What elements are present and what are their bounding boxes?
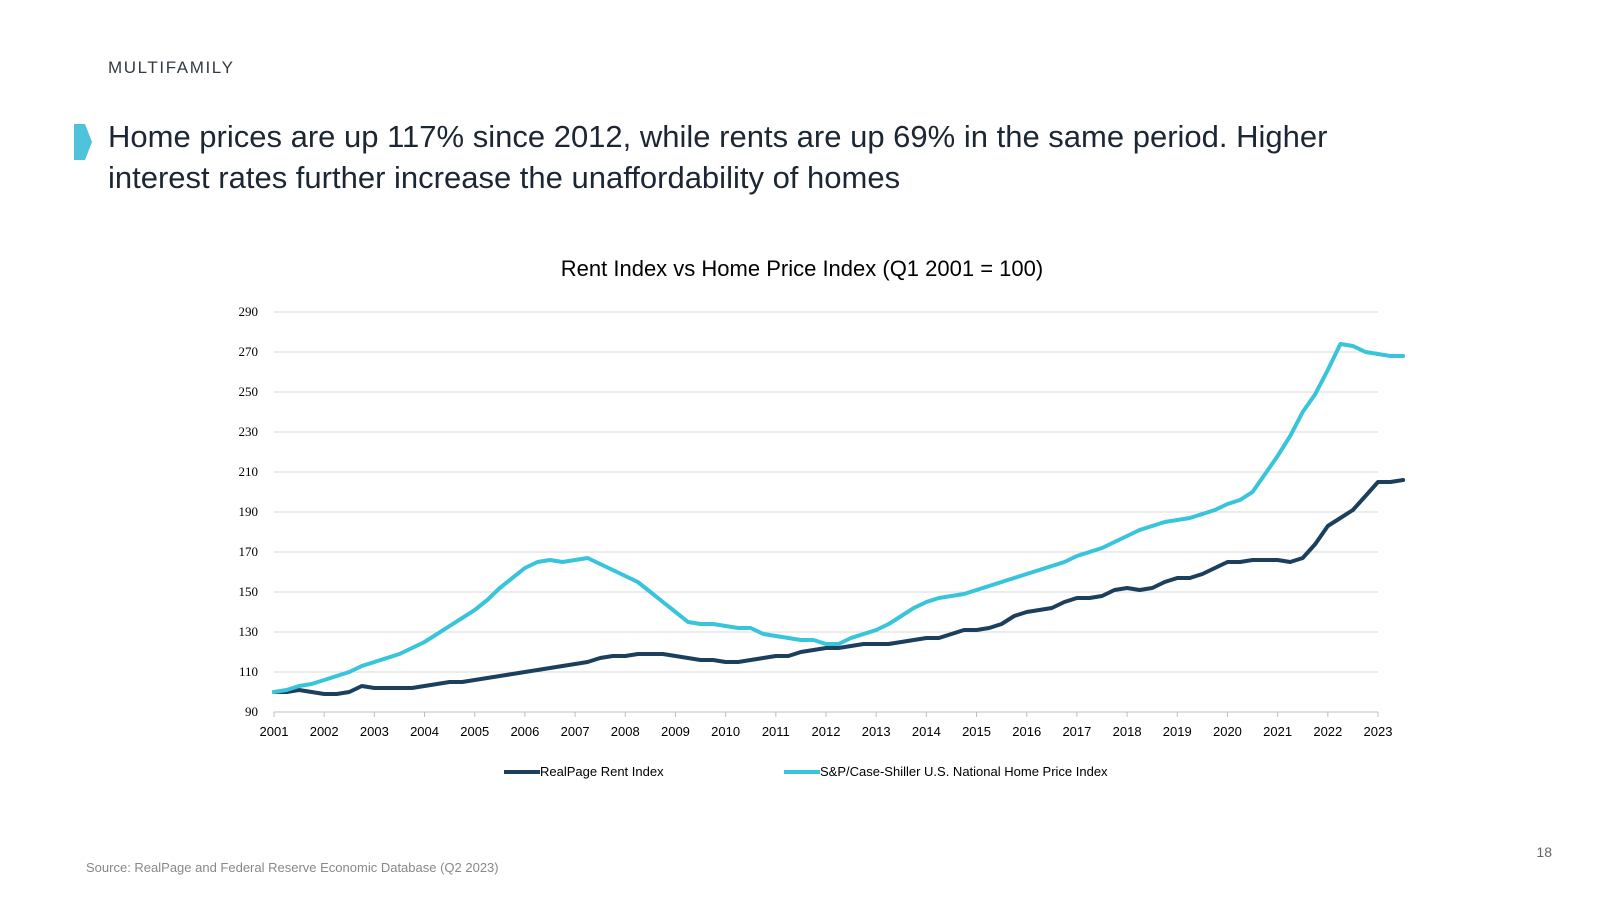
x-tick-label: 2020: [1213, 724, 1242, 739]
y-tick-label: 90: [245, 704, 258, 719]
x-tick-label: 2002: [310, 724, 339, 739]
x-tick-label: 2015: [962, 724, 991, 739]
x-tick-label: 2014: [912, 724, 941, 739]
x-tick-label: 2011: [762, 724, 790, 739]
series-line-home-price-index: [272, 342, 1406, 694]
x-tick-label: 2006: [510, 724, 539, 739]
chart-gridlines: [274, 311, 1378, 673]
y-tick-label: 230: [239, 424, 259, 439]
page-title-line-1: Home prices are up 117% since 2012, whil…: [108, 119, 1328, 154]
y-tick-label: 210: [239, 464, 259, 479]
x-tick-label: 2022: [1313, 724, 1342, 739]
x-tick-label: 2012: [812, 724, 841, 739]
y-tick-label: 110: [239, 664, 258, 679]
x-tick-label: 2017: [1062, 724, 1091, 739]
y-tick-label: 130: [239, 624, 259, 639]
page-number: 18: [1536, 844, 1552, 860]
x-tick-label: 2004: [410, 724, 439, 739]
chart-series: [272, 342, 1406, 696]
y-tick-label: 150: [239, 584, 259, 599]
y-tick-label: 270: [239, 344, 259, 359]
legend-label-home-price: S&P/Case-Shiller U.S. National Home Pric…: [820, 764, 1108, 779]
page-title-line-2: interest rates further increase the unaf…: [108, 160, 901, 195]
accent-chevron-icon: [74, 124, 92, 160]
source-note: Source: RealPage and Federal Reserve Eco…: [86, 860, 499, 875]
page-title: Home prices are up 117% since 2012, whil…: [108, 116, 1488, 198]
x-tick-label: 2013: [862, 724, 891, 739]
y-tick-label: 250: [239, 384, 259, 399]
x-tick-label: 2010: [711, 724, 740, 739]
x-tick-label: 2023: [1364, 724, 1393, 739]
section-label: MULTIFAMILY: [108, 58, 235, 77]
x-tick-label: 2008: [611, 724, 640, 739]
y-tick-label: 290: [239, 304, 259, 319]
x-tick-label: 2005: [460, 724, 489, 739]
x-tick-label: 2003: [360, 724, 389, 739]
series-line-rent-index: [272, 478, 1406, 696]
legend-swatch-rent: [504, 770, 540, 774]
y-tick-label: 190: [239, 504, 259, 519]
x-tick-label: 2007: [561, 724, 590, 739]
legend-swatch-home-price: [784, 770, 820, 774]
legend-label-rent: RealPage Rent Index: [540, 764, 664, 779]
x-tick-label: 2009: [661, 724, 690, 739]
x-tick-label: 2016: [1012, 724, 1041, 739]
y-tick-label: 170: [239, 544, 259, 559]
chart-title: Rent Index vs Home Price Index (Q1 2001 …: [560, 256, 1044, 281]
x-tick-label: 2018: [1113, 724, 1142, 739]
x-tick-label: 2021: [1263, 724, 1292, 739]
x-tick-label: 2001: [260, 724, 289, 739]
x-tick-label: 2019: [1163, 724, 1192, 739]
